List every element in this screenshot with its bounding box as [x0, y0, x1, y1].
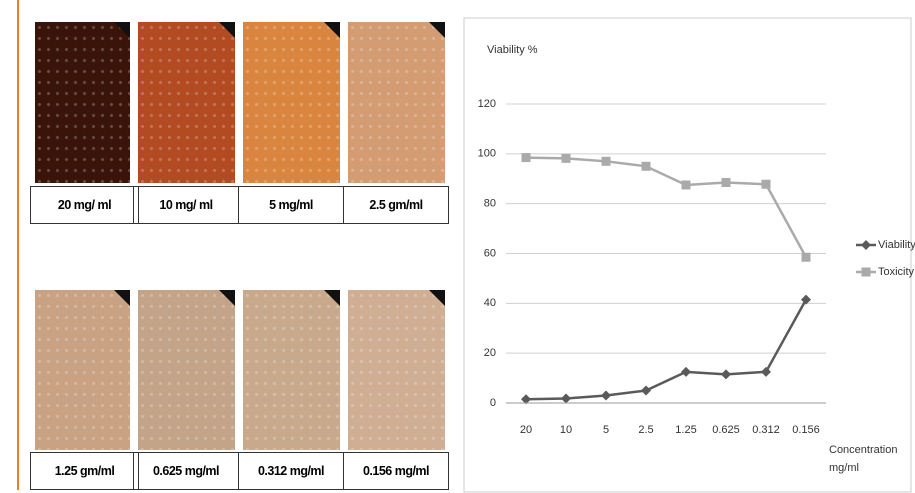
x-tick-label: 2.5 [638, 424, 653, 436]
marker [642, 162, 651, 171]
y-axis-title: Viability % [487, 44, 538, 56]
x-tick-label: 0.156 [792, 424, 820, 436]
x-tick-label: 0.625 [712, 424, 740, 436]
chart: Viability % 0 20 40 60 80 100 120 20 10 5 2.5 1.25 0… [0, 0, 915, 493]
y-tick-label: 20 [484, 347, 496, 359]
y-tick-label: 40 [484, 297, 496, 309]
marker [641, 386, 651, 396]
marker [761, 367, 771, 377]
marker [562, 154, 571, 163]
legend-marker [861, 240, 871, 250]
y-tick-label: 100 [478, 148, 496, 160]
marker [522, 153, 531, 162]
legend-label: Toxicity [878, 266, 915, 278]
x-tick-label: 1.25 [675, 424, 696, 436]
marker [602, 157, 611, 166]
chart-frame [464, 18, 911, 492]
series-line [526, 158, 806, 258]
page: 20 mg/ ml10 mg/ ml5 mg/ml2.5 gm/ml1.25 g… [0, 0, 915, 493]
marker [681, 367, 691, 377]
y-tick-label: 120 [478, 98, 496, 110]
marker [721, 369, 731, 379]
legend-label: Viability [878, 239, 915, 251]
x-tick-label: 0.312 [752, 424, 780, 436]
x-tick-label: 10 [560, 424, 572, 436]
marker [561, 394, 571, 404]
x-axis-title: Concentration mg/ml [829, 441, 909, 477]
marker [762, 180, 771, 189]
series-line [526, 300, 806, 400]
marker [601, 391, 611, 401]
x-tick-label: 5 [603, 424, 609, 436]
marker [682, 180, 691, 189]
marker [722, 178, 731, 187]
marker [802, 253, 811, 262]
y-tick-label: 80 [484, 198, 496, 210]
x-tick-label: 20 [520, 424, 532, 436]
y-tick-label: 0 [490, 397, 496, 409]
legend-marker [862, 268, 871, 277]
y-tick-label: 60 [484, 247, 496, 259]
